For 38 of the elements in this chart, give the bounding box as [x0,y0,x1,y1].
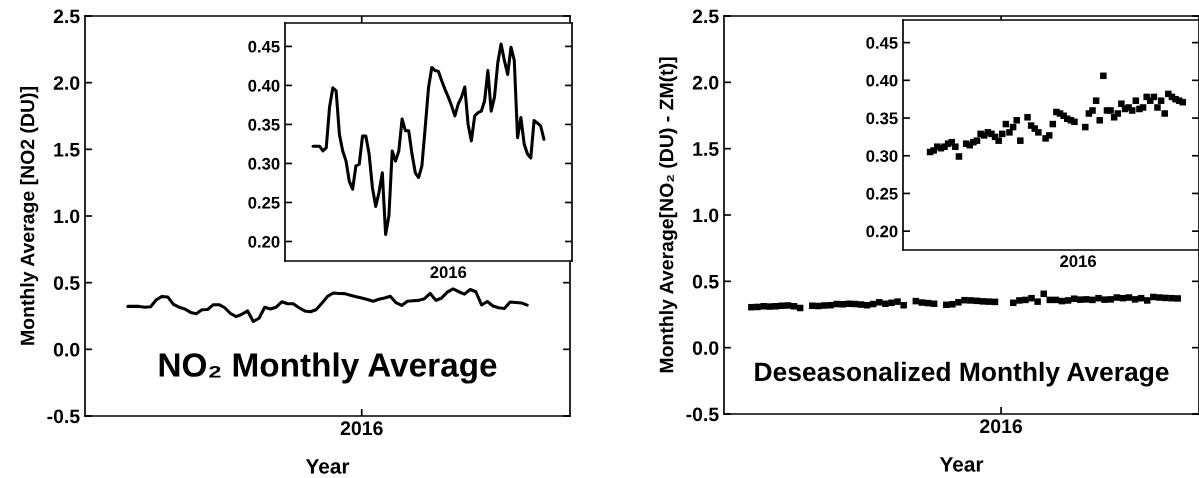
y-tick-label: 1.0 [54,209,80,224]
y-axis-title: Monthly Average [NO2 (DU)] [20,87,39,345]
y-tick-label: 0.20 [248,235,280,248]
y-tick-label: -0.5 [686,407,719,422]
annotation: NO₂ Monthly Average [159,352,497,384]
y-tick-label: 1.0 [693,208,719,223]
y-tick-label: 2.0 [692,75,719,90]
line-series [311,42,546,236]
x-tick-label: 2016 [430,266,467,279]
y-tick-label: 0.0 [692,341,719,355]
y-axis-title: Monthly Average[NO₂ (DU) - ZM(t)] [659,57,678,373]
y-tick-label: 2.5 [53,9,80,24]
y-tick-label: 0.0 [53,342,80,357]
annotation: Deseasonalized Monthly Average [755,361,1169,387]
x-axis-title: Year [939,457,984,472]
y-tick-label: 2.0 [53,76,80,90]
y-tick-label: 1.5 [693,142,719,156]
y-tick-label: -0.5 [47,409,80,424]
y-tick-label: 0.45 [866,37,898,49]
y-tick-label: 0.45 [248,40,280,53]
line-series [126,287,529,323]
y-tick-label: 0.30 [866,150,898,162]
y-tick-label: 0.25 [248,196,280,209]
x-tick-label: 2016 [980,419,1023,434]
x-axis-title: Year [305,459,350,474]
y-tick-label: 1.5 [54,143,80,157]
y-tick-label: 0.35 [248,118,280,131]
x-tick-label: 2016 [1060,255,1097,268]
y-tick-label: 0.25 [866,187,898,200]
y-tick-label: 0.5 [692,274,719,289]
y-tick-label: 0.20 [866,225,898,238]
y-tick-label: 2.5 [692,9,719,24]
y-tick-label: 0.35 [866,112,898,125]
y-tick-label: 0.5 [53,276,80,290]
y-tick-label: 0.30 [248,157,280,170]
y-tick-label: 0.40 [866,74,898,87]
y-tick-label: 0.40 [248,79,280,92]
x-tick-label: 2016 [340,421,383,436]
